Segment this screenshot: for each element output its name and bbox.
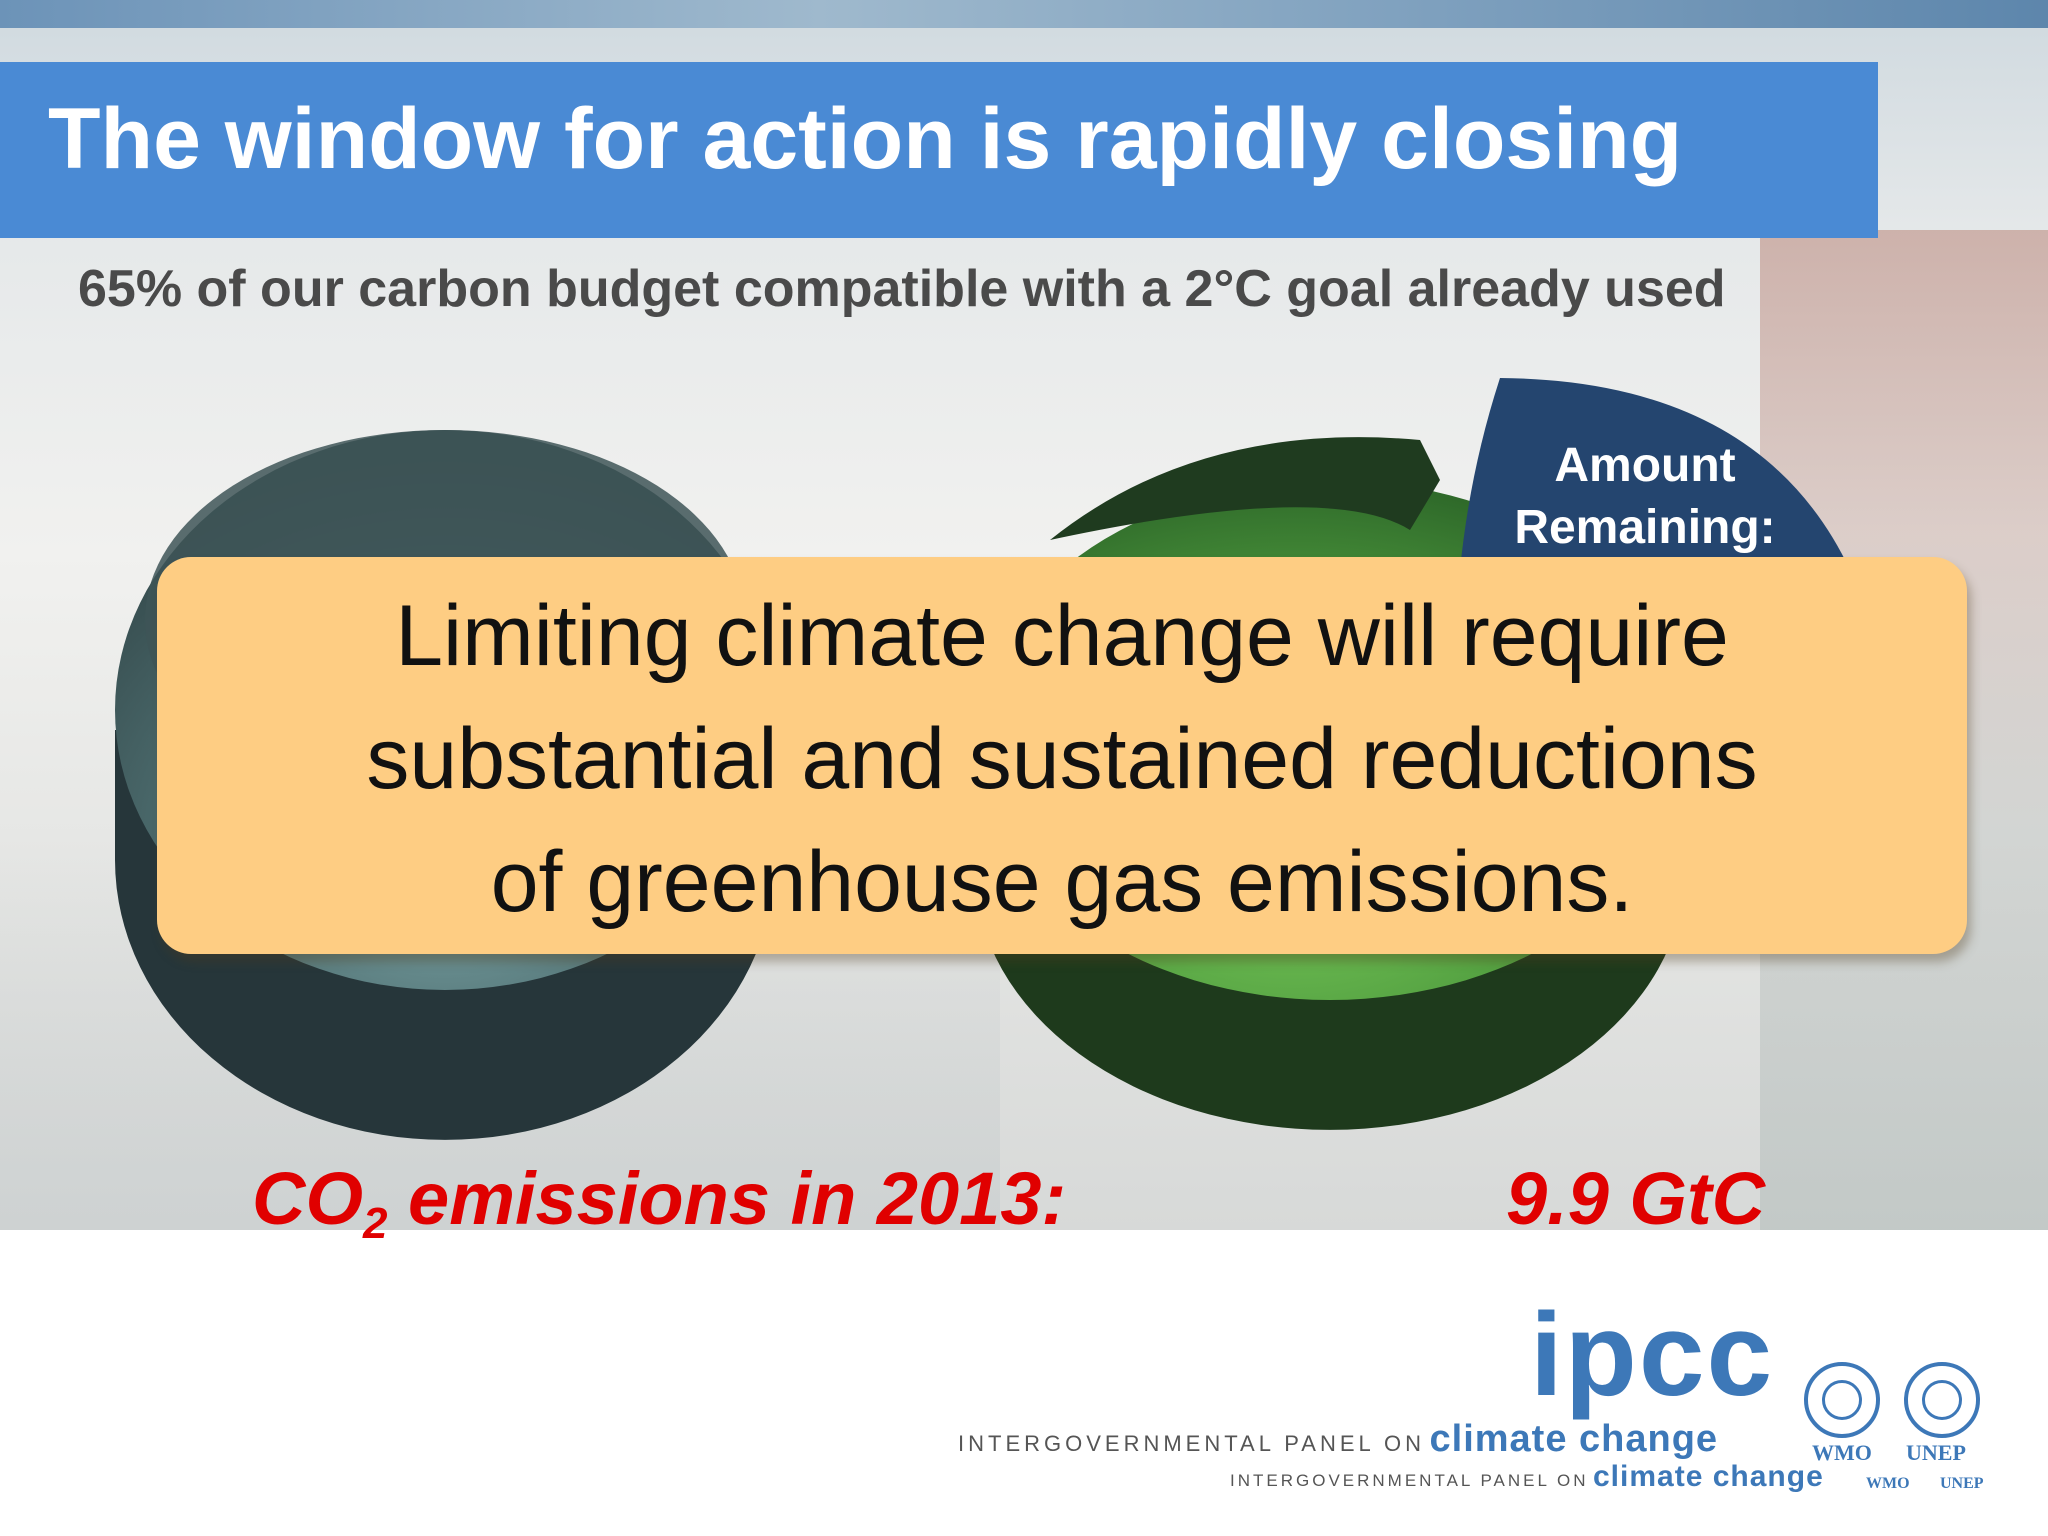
co2-prefix: CO (252, 1157, 363, 1240)
callout-line: Limiting climate change will require (395, 588, 1729, 684)
unep-emblem-icon (1904, 1362, 1980, 1438)
org-suffix-echo: climate change (1593, 1460, 1824, 1493)
amount-remaining-label: Amount Remaining: (1514, 439, 1776, 554)
co2-emissions-value: 9.9 GtC (1506, 1157, 1766, 1240)
right-pie-remaining-slice (1460, 378, 1850, 570)
slide-title: The window for action is rapidly closing (48, 91, 1683, 187)
callout-text: Limiting climate change will require sub… (157, 575, 1967, 944)
org-name: INTERGOVERNMENTAL PANEL ON climate chang… (958, 1420, 1718, 1458)
callout-box (157, 557, 1967, 954)
wmo-label: WMO (1812, 1440, 1872, 1465)
right-pie-edge-dark (1050, 437, 1440, 540)
org-suffix: climate change (1429, 1418, 1719, 1460)
co2-subscript: 2 (363, 1199, 388, 1248)
background-top-strip (0, 0, 2048, 28)
unep-label-echo: UNEP (1940, 1475, 1984, 1492)
org-prefix: INTERGOVERNMENTAL PANEL ON (958, 1431, 1426, 1456)
callout-line: substantial and sustained reductions (366, 711, 1758, 807)
co2-suffix: emissions in 2013: (387, 1157, 1067, 1240)
org-prefix-echo: INTERGOVERNMENTAL PANEL ON (1230, 1471, 1589, 1490)
wmo-emblem-icon (1804, 1362, 1880, 1438)
callout-line: of greenhouse gas emissions. (490, 834, 1634, 930)
wmo-label-echo: WMO (1866, 1475, 1910, 1492)
title-bar (0, 62, 1878, 238)
org-name-echo: INTERGOVERNMENTAL PANEL ON climate chang… (1230, 1462, 1824, 1492)
unep-label: UNEP (1906, 1440, 1966, 1465)
ipcc-logo: ipcc (1530, 1289, 1775, 1421)
slide-subtitle: 65% of our carbon budget compatible with… (78, 260, 1726, 318)
co2-emissions-label: CO2 emissions in 2013: (252, 1162, 1066, 1246)
